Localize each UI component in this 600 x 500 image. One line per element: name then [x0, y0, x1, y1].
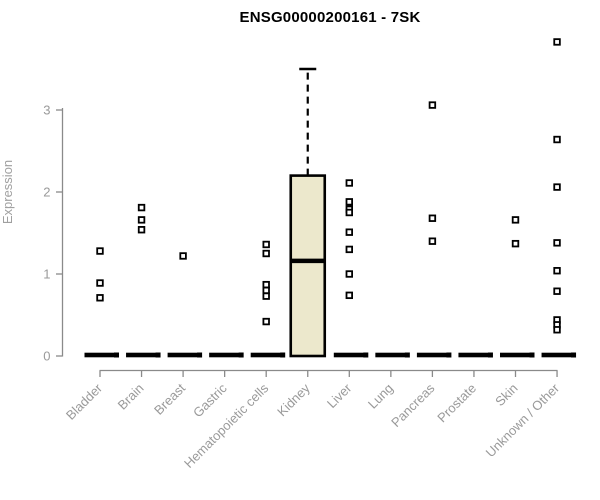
zero-outlier-marker	[571, 352, 577, 358]
zero-median-bar	[333, 352, 365, 358]
data-point	[345, 228, 353, 236]
x-tick-label: Breast	[151, 380, 188, 417]
zero-outlier-marker	[404, 352, 410, 358]
zero-outlier-marker	[114, 352, 119, 358]
zero-median-bar	[167, 352, 199, 358]
y-tick-label: 3	[43, 103, 50, 118]
data-point	[553, 135, 561, 144]
zero-median-bar	[500, 352, 531, 358]
data-point	[345, 291, 353, 300]
zero-outlier-marker	[155, 352, 161, 358]
x-tick-label: Liver	[324, 380, 355, 411]
x-tick-label: Gastric	[190, 380, 230, 420]
x-tick-label: Lung	[365, 381, 396, 412]
data-point	[553, 287, 561, 295]
data-point	[511, 216, 520, 224]
data-point	[553, 38, 561, 46]
data-point	[553, 326, 561, 334]
data-point	[262, 292, 270, 300]
data-point	[428, 214, 437, 222]
data-point	[428, 101, 437, 109]
data-point	[553, 239, 561, 247]
zero-outlier-marker	[529, 352, 535, 358]
zero-outlier-marker	[197, 352, 203, 358]
data-point	[262, 249, 270, 258]
zero-median-bar	[458, 352, 490, 358]
x-tick-label: Prostate	[434, 381, 479, 426]
x-tick-label: Skin	[492, 381, 520, 409]
data-point	[262, 317, 270, 326]
data-point	[262, 286, 270, 295]
zero-median-bar	[209, 352, 241, 358]
data-point	[137, 203, 146, 212]
zero-median-bar	[84, 352, 116, 358]
data-point	[553, 183, 561, 191]
data-point	[345, 208, 353, 217]
zero-outlier-marker	[446, 352, 452, 358]
data-point	[96, 247, 104, 255]
data-point	[137, 216, 146, 224]
data-point	[511, 239, 520, 248]
box	[289, 174, 327, 358]
data-point	[262, 280, 270, 289]
x-tick-label: Brain	[115, 381, 147, 413]
zero-outlier-marker	[363, 352, 369, 358]
data-point	[345, 198, 353, 206]
x-tick-label: Kidney	[274, 380, 313, 419]
zero-median-bar	[416, 352, 448, 358]
y-tick-label: 0	[43, 349, 50, 364]
x-tick-label: Bladder	[63, 380, 106, 423]
y-tick-label: 2	[43, 185, 50, 200]
zero-outlier-marker	[487, 352, 493, 358]
y-tick-label: 1	[43, 267, 50, 282]
data-point	[262, 240, 270, 249]
zero-median-bar	[250, 352, 282, 358]
data-point	[96, 294, 104, 302]
data-point	[428, 237, 437, 245]
data-point	[345, 245, 353, 254]
zero-outlier-marker	[280, 352, 286, 358]
data-point	[96, 279, 104, 287]
zero-median-bar	[126, 352, 158, 358]
data-point	[179, 252, 187, 260]
x-tick-label: Unknown / Other	[483, 380, 563, 460]
data-point	[553, 267, 561, 275]
zero-outlier-marker	[238, 352, 244, 358]
chart-title: ENSG00000200161 - 7SK	[239, 9, 421, 26]
data-point	[137, 226, 146, 234]
x-tick-label: Pancreas	[388, 380, 438, 430]
zero-median-bar	[375, 352, 407, 358]
zero-median-bar	[541, 352, 573, 358]
data-point	[345, 270, 353, 278]
data-point	[345, 179, 353, 187]
